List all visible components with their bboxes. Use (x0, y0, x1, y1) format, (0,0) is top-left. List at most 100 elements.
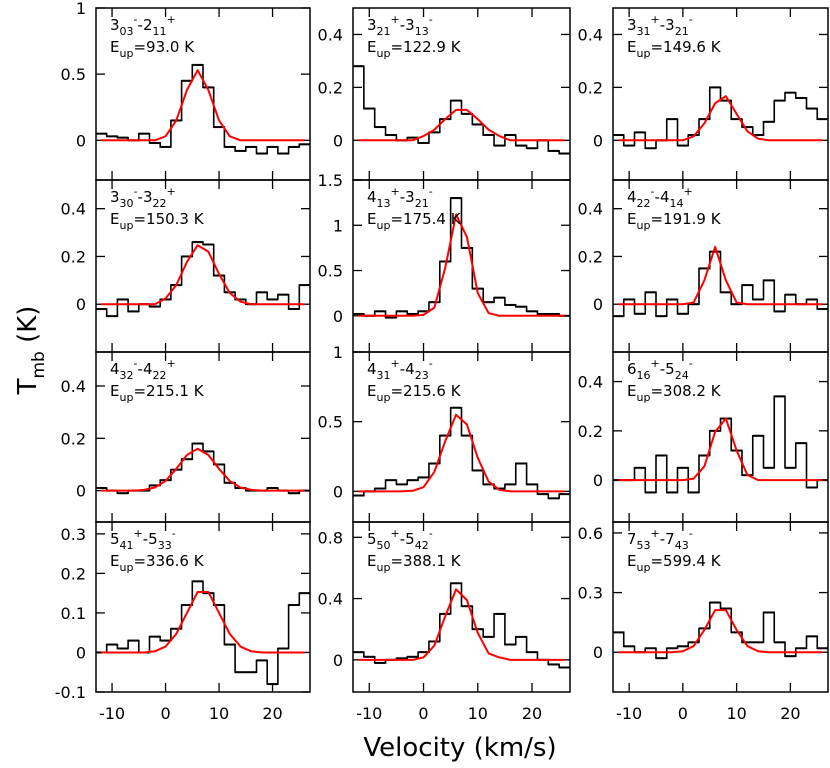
label-sup: - (429, 527, 433, 540)
transition-label: 550+-542- (367, 527, 433, 552)
label-sub: 11 (153, 25, 167, 38)
energy-text: =388.1 K (390, 552, 461, 570)
energy-text: =175.4 K (390, 210, 461, 228)
spectrum-step (96, 580, 310, 685)
gaussian-fit (358, 588, 565, 661)
y-tick-label: 0.5 (61, 65, 86, 84)
energy-label: Eup=122.9 K (367, 38, 462, 60)
y-tick-label: 0 (76, 482, 86, 501)
label-sup: - (134, 13, 138, 26)
energy-sub: up (636, 391, 650, 404)
energy-label: Eup=308.2 K (627, 382, 722, 404)
energy-base: E (627, 382, 636, 400)
y-tick-label: 0.2 (61, 429, 86, 448)
energy-sub: up (376, 47, 390, 60)
energy-sub: up (376, 561, 390, 574)
label-sub: 03 (120, 25, 134, 38)
y-tick-label: 0.5 (318, 262, 343, 281)
transition-label: 422--414+ (627, 185, 693, 210)
energy-sub: up (376, 391, 390, 404)
y-tick-label: 0.4 (61, 200, 86, 219)
transition-label: 431+-423- (367, 357, 433, 382)
energy-sub: up (636, 47, 650, 60)
y-tick-label: 0 (593, 471, 603, 490)
label-base: 4 (110, 360, 120, 378)
label-sup: + (391, 185, 400, 198)
y-tick-label: 0.3 (61, 525, 86, 544)
gaussian-fit (101, 244, 305, 306)
gaussian-fit (101, 447, 305, 492)
y-tick-label: 1 (333, 216, 343, 235)
label-sup: - (134, 185, 138, 198)
label-base: -3 (660, 16, 675, 34)
y-tick-label: 0 (333, 482, 343, 501)
y-tick-label: 0.4 (578, 25, 603, 44)
y-tick-label: 0.8 (318, 528, 343, 547)
energy-label: Eup=150.3 K (110, 210, 205, 232)
energy-base: E (367, 552, 376, 570)
energy-text: =93.0 K (133, 38, 195, 56)
y-tick-label: 0.2 (61, 247, 86, 266)
x-tick-label: 20 (262, 704, 282, 723)
y-tick-label: 0.4 (578, 373, 603, 392)
y-tick-label: 0.2 (578, 247, 603, 266)
spectrum-step (613, 250, 828, 317)
label-base: -3 (138, 188, 153, 206)
label-base: -5 (143, 530, 158, 548)
energy-text: =215.1 K (133, 382, 204, 400)
energy-sub: up (119, 561, 133, 574)
transition-label: 616+-524- (627, 357, 693, 382)
y-tick-label: 1.5 (318, 171, 343, 190)
gaussian-fit (618, 609, 823, 654)
label-sub: 31 (377, 369, 391, 382)
y-tick-label: 0.3 (578, 584, 603, 603)
x-tick-label: 20 (522, 704, 542, 723)
label-sup: - (172, 527, 176, 540)
label-sub: 31 (637, 25, 651, 38)
label-base: 6 (627, 360, 637, 378)
energy-text: =336.6 K (133, 552, 204, 570)
spectrum-step (353, 197, 570, 319)
y-tick-label: 0.1 (61, 604, 86, 623)
x-tick-label: -10 (99, 704, 125, 723)
label-base: -4 (400, 360, 415, 378)
spectrum-step (613, 395, 828, 494)
y-tick-label: 0 (76, 295, 86, 314)
transition-label: 321+-313- (367, 13, 433, 38)
label-sup: - (689, 357, 693, 370)
x-tick-label: 0 (160, 704, 170, 723)
energy-label: Eup=336.6 K (110, 552, 205, 574)
energy-label: Eup=215.1 K (110, 382, 205, 404)
energy-sub: up (376, 219, 390, 232)
label-sup: - (429, 13, 433, 26)
y-tick-label: 0.5 (318, 413, 343, 432)
energy-text: =191.9 K (650, 210, 721, 228)
label-sub: 22 (153, 369, 167, 382)
label-sub: 41 (120, 539, 134, 552)
spectrum-step (96, 241, 310, 317)
label-sub: 33 (158, 539, 172, 552)
transition-label: 753+-743- (627, 527, 693, 552)
label-base: -4 (138, 360, 153, 378)
label-sup: + (651, 13, 660, 26)
transition-label: 330--322+ (110, 185, 176, 210)
panel-frame (612, 521, 829, 693)
spectrum-step (613, 601, 828, 659)
label-base: 3 (110, 188, 120, 206)
energy-text: =215.6 K (390, 382, 461, 400)
x-tick-label: -10 (616, 704, 642, 723)
energy-label: Eup=191.9 K (627, 210, 722, 232)
energy-sub: up (636, 561, 650, 574)
label-sub: 21 (377, 25, 391, 38)
label-sup: + (391, 527, 400, 540)
y-tick-label: 0.2 (578, 422, 603, 441)
label-sup: - (689, 13, 693, 26)
y-tick-label: 0.2 (318, 78, 343, 97)
transition-label: 432--422+ (110, 357, 176, 382)
label-sup: + (651, 357, 660, 370)
energy-base: E (367, 38, 376, 56)
x-axis-label: Velocity (km/s) (363, 733, 556, 763)
